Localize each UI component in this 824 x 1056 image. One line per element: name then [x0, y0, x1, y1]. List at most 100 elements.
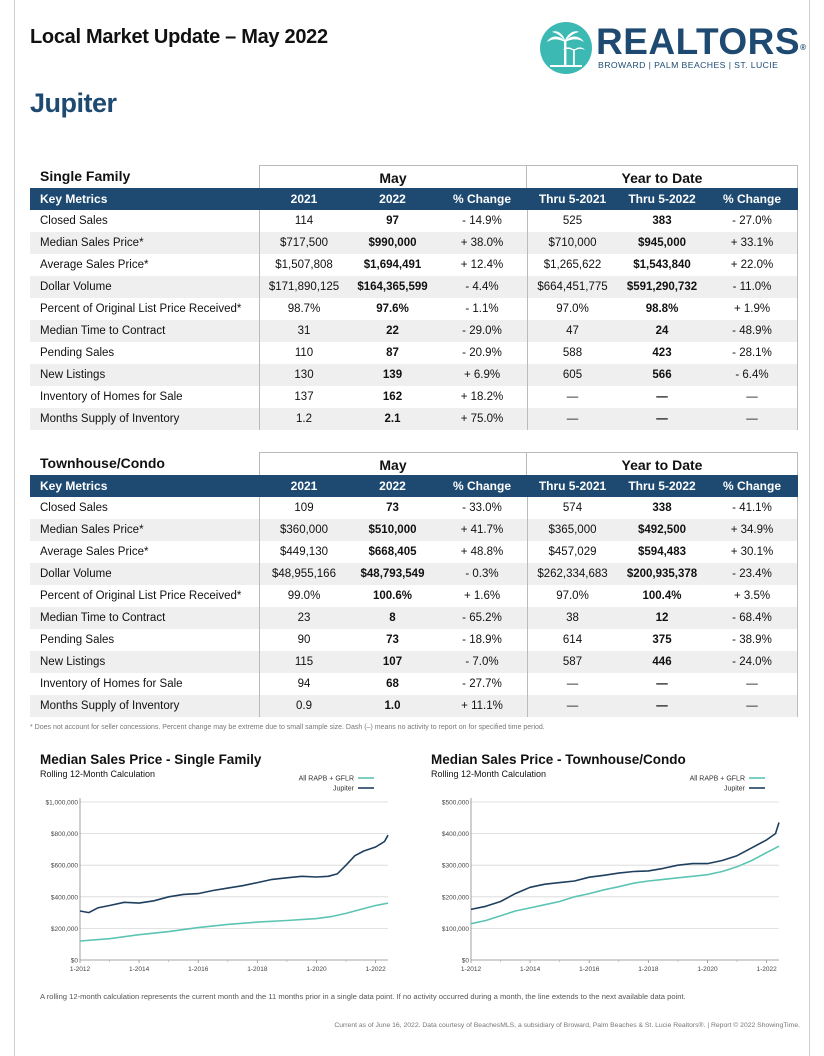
table-cell: $510,000: [368, 524, 417, 536]
table-cell: - 1.1%: [465, 303, 499, 315]
column-header: Key Metrics: [40, 479, 108, 493]
table-cell: + 34.9%: [707, 519, 798, 541]
table-cell: 31: [259, 320, 348, 342]
table-cell: + 33.1%: [707, 232, 798, 254]
table-row: Inventory of Homes for Sale 94 68 - 27.7% — —…: [30, 673, 798, 695]
table-cell: + 1.6%: [463, 590, 501, 602]
table-cell: 23: [259, 607, 348, 629]
metric-label: Average Sales Price*: [40, 259, 149, 271]
table-cell: - 24.0%: [707, 651, 798, 673]
table-row: Months Supply of Inventory 1.2 2.1 + 75.0% —…: [30, 408, 798, 430]
table-cell: 109: [259, 497, 348, 519]
table-cell: 24: [655, 325, 669, 337]
legend-label: Jupiter: [333, 786, 355, 793]
table-cell: 100.4%: [642, 590, 682, 602]
table-cell: - 28.1%: [707, 342, 798, 364]
column-header: 2021: [259, 188, 348, 210]
series-line-all-rapb-gflr: [79, 902, 389, 942]
table-cell: + 6.9%: [463, 369, 501, 381]
section-header: Townhouse/Condo May Year to Date: [30, 452, 798, 475]
table-cell: $200,935,378: [626, 568, 698, 580]
chart-svg: $0 $100,000 $200,000 $300,000 $400,000 $500,0…: [442, 776, 780, 973]
table-cell: $710,000: [527, 232, 617, 254]
table-cell: + 38.0%: [460, 237, 504, 249]
table-cell: —: [527, 695, 617, 717]
metric-label: Dollar Volume: [40, 568, 112, 580]
table-row: Inventory of Homes for Sale 137 162 + 18.2%…: [30, 386, 798, 408]
table-cell: 137: [259, 386, 348, 408]
table-row: Pending Sales 110 87 - 20.9% 588 423 - 28.1%: [30, 342, 798, 364]
group-header-ytd: Year to Date: [527, 452, 798, 475]
x-tick-label: 1-2022: [756, 966, 777, 973]
table-cell: —: [707, 673, 798, 695]
x-tick-label: 1-2018: [638, 966, 659, 973]
table-cell: 87: [386, 347, 399, 359]
table-row: Closed Sales 114 97 - 14.9% 525 383 - 27.0%: [30, 210, 798, 232]
metric-label: Median Time to Contract: [40, 325, 166, 337]
table-cell: 73: [386, 634, 399, 646]
section-title: Townhouse/Condo: [40, 455, 165, 471]
column-header: 2022: [379, 192, 406, 206]
table-cell: + 3.5%: [707, 585, 798, 607]
table-cell: - 7.0%: [465, 656, 499, 668]
table-cell: $365,000: [527, 519, 617, 541]
table-cell: 73: [386, 502, 399, 514]
table-row: New Listings 130 139 + 6.9% 605 566 - 6.4%: [30, 364, 798, 386]
y-tick-label: $400,000: [442, 831, 469, 838]
table-cell: $664,451,775: [527, 276, 617, 298]
table-cell: —: [527, 673, 617, 695]
table-cell: + 18.2%: [460, 391, 504, 403]
table-cell: + 22.0%: [707, 254, 798, 276]
y-tick-label: $200,000: [51, 926, 78, 933]
single-family-table: Single Family May Year to Date Key Metri…: [30, 165, 798, 430]
table-row: Average Sales Price* $1,507,808 $1,694,491…: [30, 254, 798, 276]
table-cell: - 33.0%: [462, 502, 502, 514]
table-cell: - 6.4%: [707, 364, 798, 386]
metric-label: Months Supply of Inventory: [40, 413, 180, 425]
table-cell: 566: [652, 369, 672, 381]
table-cell: 115: [259, 651, 348, 673]
chart-title: Median Sales Price - Single Family: [40, 752, 262, 767]
y-tick-label: $0: [462, 958, 470, 965]
logo-wordmark: REALTORS®: [596, 21, 807, 62]
table-cell: 588: [527, 342, 617, 364]
table-body: Closed Sales 109 73- 33.0% 574 338- 41.1% Med…: [30, 497, 798, 717]
table-cell: 98.7%: [259, 298, 348, 320]
table-row: Median Time to Contract 31 22 - 29.0% 47 24 - …: [30, 320, 798, 342]
table-cell: + 12.4%: [460, 259, 504, 271]
table-cell: $594,483: [638, 546, 686, 558]
table-cell: - 11.0%: [707, 276, 798, 298]
x-tick-label: 1-2022: [365, 966, 386, 973]
table-cell: + 30.1%: [707, 541, 798, 563]
x-tick-label: 1-2020: [306, 966, 327, 973]
report-title: Local Market Update – May 2022: [30, 26, 328, 48]
chart-subtitle: Rolling 12-Month Calculation: [40, 769, 156, 779]
column-header: % Change: [452, 192, 511, 206]
table-row: Pending Sales 90 73 - 18.9% 614 375 - 38.9%: [30, 629, 798, 651]
chart-single-family: Median Sales Price - Single Family Rolli…: [30, 750, 390, 990]
table-cell: - 4.4%: [465, 281, 499, 293]
metric-label: Dollar Volume: [40, 281, 112, 293]
townhouse-condo-table: Townhouse/Condo May Year to Date Key Met…: [30, 452, 798, 717]
metric-label: Median Sales Price*: [40, 237, 144, 249]
table-cell: 139: [382, 369, 403, 381]
group-header-ytd: Year to Date: [527, 165, 798, 188]
table-cell: - 27.7%: [462, 678, 502, 690]
table-cell: 97.6%: [376, 303, 409, 315]
table-cell: 375: [652, 634, 672, 646]
area-title: Jupiter: [30, 88, 117, 118]
x-tick-label: 1-2012: [461, 966, 482, 973]
table-cell: 94: [259, 673, 348, 695]
table-cell: - 68.4%: [707, 607, 798, 629]
group-header-may: May: [259, 165, 527, 188]
page-border: [14, 0, 810, 1056]
table-row: New Listings 115 107 - 7.0% 587 446 - 24.0%: [30, 651, 798, 673]
table-cell: - 29.0%: [462, 325, 502, 337]
column-header: 2021: [259, 475, 348, 497]
realtors-logo: REALTORS® BROWARD | PALM BEACHES | ST. L…: [540, 20, 807, 80]
metric-label: Percent of Original List Price Received*: [40, 303, 242, 315]
table-cell: $717,500: [259, 232, 348, 254]
metric-label: New Listings: [40, 369, 106, 381]
table-cell: 114: [259, 210, 348, 232]
column-header-row: Key Metrics 2021 2022 % Change Thru 5-20…: [30, 188, 798, 210]
